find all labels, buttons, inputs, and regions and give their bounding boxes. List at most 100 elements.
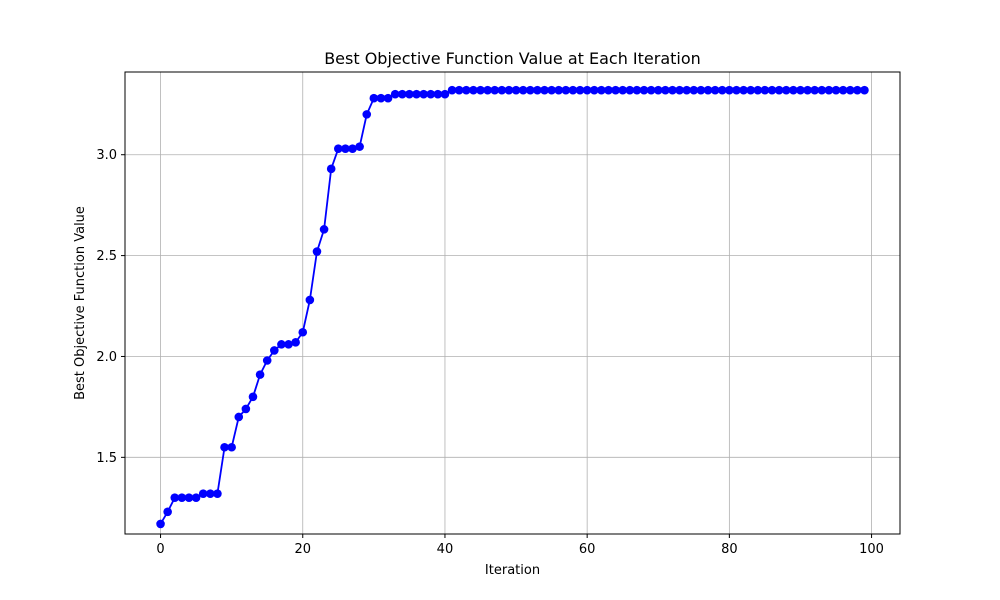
data-point xyxy=(746,85,755,95)
data-point xyxy=(817,85,827,95)
data-point xyxy=(703,85,713,95)
data-point xyxy=(838,85,848,95)
data-point xyxy=(682,85,691,95)
data-point xyxy=(277,340,286,349)
data-point xyxy=(604,85,613,95)
data-point xyxy=(284,340,293,349)
y-tick-label: 2.5 xyxy=(96,249,117,264)
data-point xyxy=(831,85,841,95)
data-point xyxy=(625,85,635,95)
data-point xyxy=(767,85,777,95)
chart-title: Best Objective Function Value at Each It… xyxy=(324,49,701,68)
data-point xyxy=(419,89,428,99)
data-point xyxy=(461,85,471,95)
data-point xyxy=(789,85,798,95)
data-point xyxy=(234,412,244,422)
data-point xyxy=(803,85,812,95)
data-point xyxy=(298,327,308,337)
data-point xyxy=(312,247,322,256)
data-point xyxy=(582,85,592,95)
plot-frame xyxy=(124,71,901,535)
data-point xyxy=(774,85,784,95)
data-point xyxy=(696,85,706,95)
grid xyxy=(125,72,900,534)
data-point xyxy=(433,89,443,99)
data-point xyxy=(191,493,201,502)
data-point xyxy=(198,489,208,498)
data-point xyxy=(397,89,407,99)
data-point xyxy=(554,85,564,95)
data-point xyxy=(540,85,549,95)
data-point xyxy=(732,85,741,95)
data-point xyxy=(440,89,450,99)
data-point xyxy=(653,85,663,95)
data-point xyxy=(454,85,464,95)
x-axis-ticks: 0 20 40 60 80 100 xyxy=(156,534,884,557)
data-point xyxy=(568,85,578,95)
data-point xyxy=(362,110,372,119)
data-point xyxy=(853,85,862,95)
data-point xyxy=(156,519,165,529)
x-tick-label: 80 xyxy=(721,542,738,557)
data-point xyxy=(383,93,393,103)
data-point xyxy=(262,356,272,365)
data-point xyxy=(561,85,571,95)
data-point xyxy=(390,89,400,99)
data-point xyxy=(412,89,421,99)
data-point xyxy=(305,295,315,305)
data-point xyxy=(810,85,819,95)
data-point xyxy=(618,85,628,95)
data-point xyxy=(248,392,258,402)
series-layer xyxy=(156,85,869,529)
data-point xyxy=(220,442,229,452)
data-point xyxy=(575,85,585,95)
data-point xyxy=(469,85,478,95)
data-point xyxy=(525,85,535,95)
y-tick-label: 1.5 xyxy=(96,451,117,466)
data-point xyxy=(170,493,180,502)
data-point xyxy=(355,142,364,151)
data-point xyxy=(490,85,500,95)
y-tick-label: 2.0 xyxy=(96,350,117,365)
data-point xyxy=(611,85,620,95)
data-point xyxy=(447,85,457,95)
data-point xyxy=(483,85,492,95)
data-point xyxy=(589,85,599,95)
data-point xyxy=(646,85,656,95)
data-point xyxy=(163,507,172,517)
data-point xyxy=(326,164,336,174)
data-point xyxy=(739,85,748,95)
data-point xyxy=(405,89,414,99)
data-point xyxy=(547,85,556,95)
y-axis-label: Best Objective Function Value xyxy=(73,206,88,400)
data-point xyxy=(241,404,251,414)
data-point xyxy=(845,85,855,95)
data-point xyxy=(661,85,670,95)
data-point xyxy=(632,85,642,95)
data-point xyxy=(533,85,542,95)
data-point xyxy=(781,85,791,95)
data-point xyxy=(717,85,727,95)
data-point xyxy=(504,85,514,95)
y-tick-label: 3.0 xyxy=(96,148,117,163)
data-point xyxy=(597,85,606,95)
data-point xyxy=(177,493,187,502)
data-point xyxy=(860,85,869,95)
data-point xyxy=(796,85,805,95)
x-axis-label: Iteration xyxy=(485,563,540,578)
data-point xyxy=(341,144,350,153)
data-point xyxy=(348,144,357,153)
data-point xyxy=(518,85,528,95)
data-point xyxy=(710,85,720,95)
data-point xyxy=(689,85,699,95)
data-point xyxy=(369,93,379,103)
data-point xyxy=(255,370,265,379)
data-point xyxy=(497,85,507,95)
data-point xyxy=(668,85,677,95)
x-tick-label: 0 xyxy=(156,542,164,557)
data-point xyxy=(319,225,329,234)
x-tick-label: 20 xyxy=(294,542,311,557)
data-point xyxy=(206,489,215,498)
